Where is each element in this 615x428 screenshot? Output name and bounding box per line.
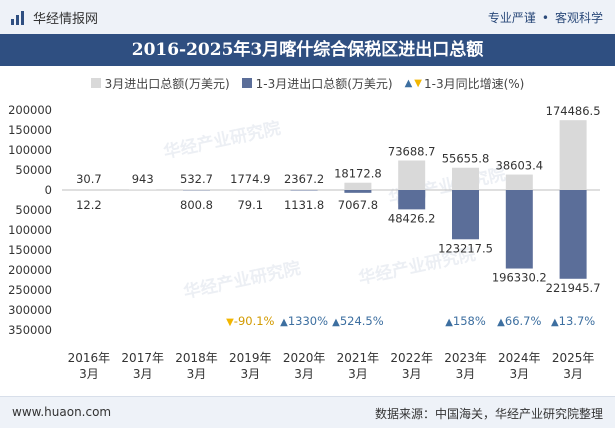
watermark-text: 华经产业研究院 <box>182 258 303 303</box>
data-label-cumulative-total: 123217.5 <box>438 241 493 255</box>
tagline-right: 客观科学 <box>555 11 603 25</box>
chart-area: 华经产业研究院华经产业研究院华经产业研究院华经产业研究院 20000015000… <box>0 92 615 396</box>
data-label-march-total: 30.7 <box>76 172 102 186</box>
bar-march-total <box>344 183 371 190</box>
footer-site: www.huaon.com <box>12 405 111 419</box>
bar-march-total <box>560 120 587 190</box>
data-label-cumulative-total: 221945.7 <box>546 281 601 295</box>
tagline-separator-icon: • <box>542 11 549 25</box>
bar-march-total <box>237 189 264 190</box>
bar-march-total <box>506 175 533 190</box>
data-label-march-total: 532.7 <box>180 172 213 186</box>
brand-logo-icon <box>10 10 26 26</box>
data-label-march-total: 1774.9 <box>230 172 270 186</box>
growth-rate-label: ▲13.7% <box>551 314 595 328</box>
data-label-cumulative-total: 7067.8 <box>338 198 378 212</box>
data-label-march-total: 2367.2 <box>284 172 324 186</box>
legend-item-growth: ▲▼ 1-3月同比增速(%) <box>405 75 525 92</box>
y-tick-label: 100000 <box>8 143 52 157</box>
data-label-march-total: 18172.8 <box>334 167 382 181</box>
brand: 华经情报网 <box>10 8 98 27</box>
data-label-cumulative-total: 12.2 <box>76 198 102 212</box>
bar-cumulative-total <box>398 190 425 209</box>
y-tick-label: 50000 <box>15 203 52 217</box>
y-tick-label: 150000 <box>8 123 52 137</box>
growth-rate-label: ▲524.5% <box>332 314 384 328</box>
legend-swatch-cumulative <box>242 78 252 88</box>
growth-rate-label: ▲158% <box>445 314 486 328</box>
legend-label-cumulative: 1-3月进出口总额(万美元) <box>256 75 393 92</box>
footer-source: 数据来源：中国海关，华经产业研究院整理 <box>375 405 603 422</box>
data-label-cumulative-total: 48426.2 <box>388 211 436 225</box>
data-label-march-total: 38603.4 <box>496 159 544 173</box>
bar-march-total <box>452 168 479 190</box>
legend-down-triangle-icon: ▼ <box>414 78 422 89</box>
y-tick-label: 0 <box>45 183 52 197</box>
legend-up-triangle-icon: ▲ <box>405 78 413 89</box>
y-tick-label: 300000 <box>8 303 52 317</box>
legend-label-growth: 1-3月同比增速(%) <box>424 75 524 92</box>
data-label-cumulative-total: 1131.8 <box>284 198 324 212</box>
legend-swatch-march <box>91 78 101 88</box>
y-tick-label: 250000 <box>8 283 52 297</box>
bar-cumulative-total <box>344 190 371 193</box>
data-label-march-total: 55655.8 <box>442 152 490 166</box>
legend-item-march: 3月进出口总额(万美元) <box>91 75 230 92</box>
data-label-march-total: 943 <box>132 172 154 186</box>
bar-cumulative-total <box>452 190 479 239</box>
data-label-cumulative-total: 800.8 <box>180 198 213 212</box>
growth-rate-label: ▲1330% <box>280 314 328 328</box>
y-tick-label: 100000 <box>8 223 52 237</box>
growth-rate-label: ▼-90.1% <box>226 314 274 328</box>
chart-title: 2016-2025年3月喀什综合保税区进出口总额 <box>0 34 615 66</box>
legend-item-cumulative: 1-3月进出口总额(万美元) <box>242 75 393 92</box>
data-label-cumulative-total: 196330.2 <box>492 271 547 285</box>
legend-label-march: 3月进出口总额(万美元) <box>105 75 230 92</box>
tagline-left: 专业严谨 <box>488 11 536 25</box>
brand-name: 华经情报网 <box>33 8 98 27</box>
data-label-march-total: 174486.5 <box>546 104 601 118</box>
data-label-march-total: 73688.7 <box>388 145 436 159</box>
bar-march-total <box>398 161 425 190</box>
watermark-text: 华经产业研究院 <box>162 118 283 163</box>
top-bar: 华经情报网 专业严谨 • 客观科学 <box>0 0 615 35</box>
footer: www.huaon.com 数据来源：中国海关，华经产业研究院整理 <box>0 396 615 428</box>
tagline: 专业严谨 • 客观科学 <box>488 9 603 26</box>
y-tick-label: 50000 <box>15 163 52 177</box>
bar-march-total <box>291 189 318 190</box>
legend: 3月进出口总额(万美元) 1-3月进出口总额(万美元) ▲▼ 1-3月同比增速(… <box>0 74 615 92</box>
y-tick-label: 150000 <box>8 243 52 257</box>
growth-rate-label: ▲66.7% <box>497 314 541 328</box>
y-tick-label: 200000 <box>8 103 52 117</box>
bar-cumulative-total <box>506 190 533 269</box>
data-label-cumulative-total: 79.1 <box>237 198 263 212</box>
bar-cumulative-total <box>560 190 587 279</box>
y-tick-label: 350000 <box>8 323 52 337</box>
y-tick-label: 200000 <box>8 263 52 277</box>
